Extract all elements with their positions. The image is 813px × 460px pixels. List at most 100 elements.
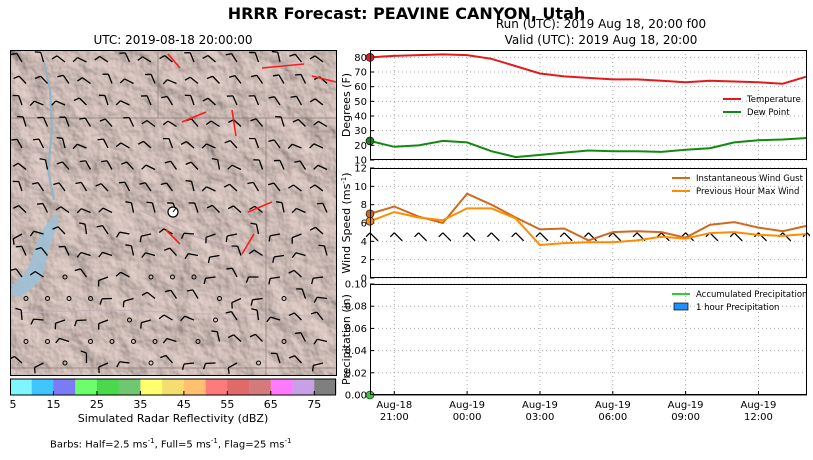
y-axis-label: Wind Speed (ms-1) xyxy=(340,172,353,273)
wind-barb-shaft xyxy=(274,254,285,258)
wind-barb-shaft xyxy=(18,205,27,213)
calm-wind-marker xyxy=(217,296,222,301)
wind-barb-feather xyxy=(318,244,325,247)
barbs-note-full: , Full=5 ms xyxy=(154,439,211,451)
wind-barb-feather xyxy=(365,232,371,238)
legend-swatch xyxy=(673,302,689,311)
barbs-note-half: Barbs: Half=2.5 ms xyxy=(50,439,148,451)
wind-barb-feather xyxy=(249,205,255,210)
colorbar-segment xyxy=(10,379,33,395)
y-tick-label: 12 xyxy=(354,164,367,175)
y-tick-label: 60 xyxy=(354,82,367,93)
wind-barb-feather xyxy=(207,256,211,264)
wind-barb-shaft xyxy=(100,183,109,192)
wind-barb-shaft xyxy=(207,55,216,63)
wind-barb-shaft xyxy=(216,331,221,342)
wind-barb-shaft xyxy=(102,138,109,149)
wind-barb-feather xyxy=(309,98,316,103)
wind-barb-feather xyxy=(245,276,250,283)
wind-barb-feather xyxy=(118,181,125,184)
wind-barb-feather xyxy=(162,79,168,85)
y-tick-label: 4 xyxy=(361,237,367,248)
wind-barb-feather xyxy=(98,251,104,258)
wind-barb-shaft xyxy=(210,120,220,128)
calm-wind-marker xyxy=(45,296,50,301)
wind-barb-shaft xyxy=(76,143,87,149)
wind-barb-shaft xyxy=(252,297,263,301)
wind-barb-shaft xyxy=(166,182,174,192)
wind-barb-shaft xyxy=(42,203,49,213)
series-line-previous-hour-max-wind xyxy=(369,207,808,247)
wind-barb-feather xyxy=(141,291,148,296)
wind-barb-shaft xyxy=(164,55,173,63)
wind-barb-shaft xyxy=(170,160,178,170)
wind-barb-shaft xyxy=(77,56,87,63)
wind-barb-feather xyxy=(137,56,143,61)
colorbar-tick-label: 15 xyxy=(46,398,60,411)
wind-barb-feather xyxy=(289,53,296,57)
wind-barb-feather xyxy=(205,120,212,126)
wind-barb-feather xyxy=(98,207,104,213)
wind-barb-feather xyxy=(211,330,218,333)
wind-barb-feather xyxy=(311,278,314,285)
wind-barb-shaft xyxy=(256,74,264,84)
wind-barb-shaft xyxy=(258,159,264,170)
wind-barb-shaft xyxy=(442,232,452,242)
wind-barb-feather xyxy=(462,232,468,238)
wind-barb-feather xyxy=(271,50,278,53)
wind-barb-feather xyxy=(202,54,209,59)
wind-barb-feather xyxy=(656,232,662,238)
barbs-note: Barbs: Half=2.5 ms-1, Full=5 ms-1, Flag=… xyxy=(50,437,291,450)
wind-barb-feather xyxy=(164,160,171,164)
wind-barb-feather xyxy=(158,228,165,234)
wind-barb-shaft xyxy=(130,202,135,213)
wind-barb-shaft xyxy=(212,75,220,84)
y-tick-label: 30 xyxy=(354,126,367,137)
wind-barb-feather xyxy=(97,138,104,141)
wind-barb-shaft xyxy=(145,252,156,257)
run-label: Run (UTC): 2019 Aug 18, 20:00 f00 xyxy=(495,17,707,31)
colorbar-segment xyxy=(314,379,337,395)
colorbar-segment xyxy=(249,379,272,395)
wind-barb-shaft xyxy=(124,52,131,63)
wind-barb-feather xyxy=(180,232,185,239)
colorbar-segment xyxy=(96,379,119,395)
colorbar-tick-label: 75 xyxy=(307,398,321,411)
wind-barb-shaft xyxy=(194,202,199,213)
station-marker-tick xyxy=(172,207,177,213)
wind-barb-shaft xyxy=(126,161,134,170)
barbs-note-unit-2: -1 xyxy=(210,437,218,445)
wind-barb-shaft xyxy=(98,319,109,325)
colorbar-tick-label: 25 xyxy=(90,398,104,411)
gust-barb xyxy=(165,229,181,245)
wind-barb-shaft xyxy=(190,161,199,170)
wind-barb-shaft xyxy=(205,276,216,279)
y-axis-label-text: Wind Speed (ms xyxy=(340,183,353,273)
wind-barb-feather xyxy=(159,55,166,60)
y-tick-label: 0.02 xyxy=(345,368,367,379)
wind-barb-feather xyxy=(76,252,82,258)
wind-barb-shaft xyxy=(317,338,328,343)
wind-barb-shaft xyxy=(184,315,195,321)
wind-barb-shaft xyxy=(227,362,238,369)
colorbar-segment xyxy=(53,379,76,395)
x-tick-label: 06:00 xyxy=(598,412,627,423)
wind-barb-feather xyxy=(251,308,258,311)
legend-label: Accumulated Precipitation xyxy=(696,290,807,300)
wind-barb-shaft xyxy=(124,181,131,192)
calm-wind-marker xyxy=(88,339,93,344)
wind-barb-feather xyxy=(12,238,15,245)
wind-barb-feather xyxy=(141,252,146,258)
wind-barbs xyxy=(10,50,337,374)
wind-barb-feather xyxy=(115,100,121,106)
legend-label: Temperature xyxy=(746,95,801,105)
wind-barb-shaft xyxy=(183,232,195,235)
y-tick-label: 0.06 xyxy=(345,324,367,335)
wind-barb-shaft xyxy=(22,116,27,127)
wind-barb-shaft xyxy=(301,288,307,299)
wind-barb-feather xyxy=(30,318,35,325)
wind-barb-feather xyxy=(288,355,295,359)
wind-barb-shaft xyxy=(119,231,130,235)
wind-barb-shaft xyxy=(106,160,113,170)
wind-barb-shaft xyxy=(612,232,622,242)
